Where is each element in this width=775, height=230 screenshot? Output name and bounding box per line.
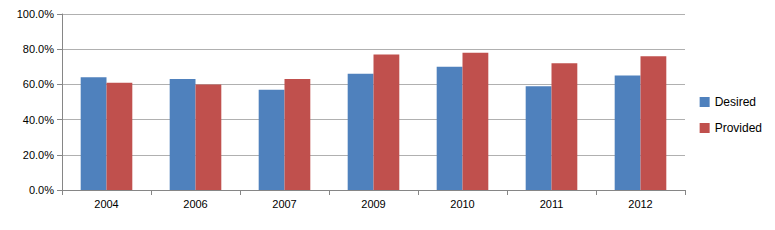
- svg-text:100.0%: 100.0%: [17, 8, 55, 20]
- svg-text:2007: 2007: [272, 198, 296, 210]
- svg-text:2004: 2004: [94, 198, 118, 210]
- svg-text:2006: 2006: [183, 198, 207, 210]
- svg-text:0.0%: 0.0%: [29, 184, 54, 196]
- svg-text:40.0%: 40.0%: [23, 114, 54, 126]
- svg-text:2009: 2009: [361, 198, 385, 210]
- svg-text:Provided: Provided: [715, 121, 762, 135]
- svg-text:2011: 2011: [540, 198, 564, 210]
- svg-text:20.0%: 20.0%: [23, 149, 54, 161]
- svg-text:60.0%: 60.0%: [23, 78, 54, 90]
- svg-text:80.0%: 80.0%: [23, 43, 54, 55]
- svg-text:2010: 2010: [450, 198, 474, 210]
- svg-text:Desired: Desired: [715, 95, 756, 109]
- svg-text:2012: 2012: [628, 198, 652, 210]
